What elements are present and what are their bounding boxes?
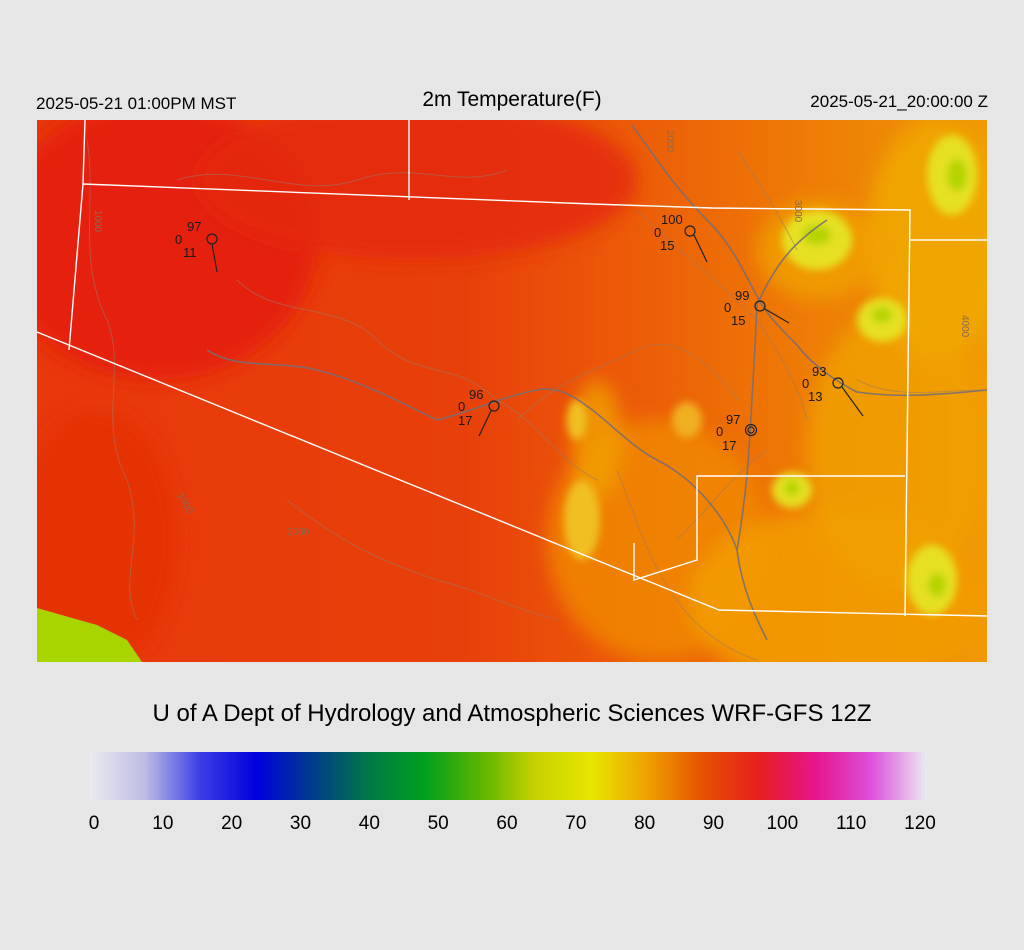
station-dewpoint: 0 — [716, 424, 723, 439]
colorbar-tick: 80 — [634, 813, 656, 834]
colorbar-tick: 40 — [358, 813, 380, 834]
station-dewpoint: 0 — [654, 225, 661, 240]
utc-time-label: 2025-05-21_20:00:00 Z — [810, 92, 988, 111]
temperature-field — [37, 120, 987, 662]
station-circle — [832, 377, 844, 389]
colorbar-tick: 90 — [702, 813, 725, 834]
station-temp: 99 — [735, 288, 749, 303]
station-plot: 97 0 11 — [175, 219, 218, 273]
station-temp: 93 — [812, 364, 826, 379]
colorbar-tick: 30 — [289, 813, 312, 834]
station-circle — [754, 300, 766, 312]
station-temp: 96 — [469, 387, 483, 402]
station-temp: 100 — [661, 212, 683, 227]
station-wind: 11 — [183, 245, 197, 260]
station-wind: 15 — [660, 238, 674, 253]
station-circle — [684, 225, 696, 237]
temperature-map: 1000 2000 1000 2000 3000 4000 97 0 11 10… — [37, 120, 987, 662]
station-temp: 97 — [187, 219, 201, 234]
colorbar-tick: 70 — [565, 813, 587, 834]
station-wind: 13 — [808, 389, 822, 404]
local-time-label: 2025-05-21 01:00PM MST — [36, 94, 237, 113]
contour-label: 1000 — [92, 210, 103, 233]
colorbar-tick: 120 — [904, 813, 936, 834]
colorbar-tick: 60 — [496, 813, 518, 834]
colorbar-tick: 100 — [766, 813, 799, 834]
colorbar-tick: 50 — [427, 813, 449, 834]
map-title: 2m Temperature(F) — [422, 88, 602, 111]
calm-wind-marker — [747, 426, 755, 434]
station-circle — [744, 423, 758, 437]
station-circle — [488, 400, 500, 412]
station-dewpoint: 0 — [458, 399, 465, 414]
wind-barb — [841, 386, 864, 417]
station-wind: 17 — [458, 413, 472, 428]
contour-label: 2000 — [287, 527, 310, 538]
station-plot: 99 0 15 — [724, 288, 790, 328]
station-plot: 97 0 17 — [716, 412, 758, 453]
colorbar-tick: 20 — [221, 813, 243, 834]
wind-barb — [764, 308, 790, 324]
station-wind: 15 — [731, 313, 745, 328]
station-temp: 97 — [726, 412, 740, 427]
contour-label: 3000 — [792, 200, 803, 223]
state-boundaries — [37, 120, 987, 617]
wind-barb — [211, 243, 218, 273]
station-plot: 100 0 15 — [654, 212, 708, 263]
station-wind: 17 — [722, 438, 736, 453]
station-dewpoint: 0 — [724, 300, 731, 315]
station-dewpoint: 0 — [802, 376, 809, 391]
station-plot: 96 0 17 — [458, 387, 500, 437]
colorbar-tick: 110 — [836, 813, 867, 834]
model-credit: U of A Dept of Hydrology and Atmospheric… — [152, 700, 872, 727]
colorbar-tick: 10 — [152, 813, 174, 834]
colorbar-tick: 0 — [88, 813, 100, 834]
elevation-contours — [86, 139, 987, 661]
contour-label: 4000 — [959, 315, 970, 338]
station-plot: 93 0 13 — [802, 364, 864, 417]
wind-barb — [693, 234, 708, 263]
wind-barb — [478, 410, 492, 437]
temperature-colorbar — [89, 752, 927, 800]
station-dewpoint: 0 — [175, 232, 182, 247]
contour-label: 2000 — [664, 130, 675, 153]
